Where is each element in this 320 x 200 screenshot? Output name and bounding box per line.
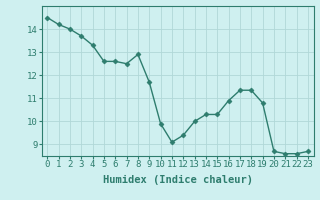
X-axis label: Humidex (Indice chaleur): Humidex (Indice chaleur) [103, 175, 252, 185]
